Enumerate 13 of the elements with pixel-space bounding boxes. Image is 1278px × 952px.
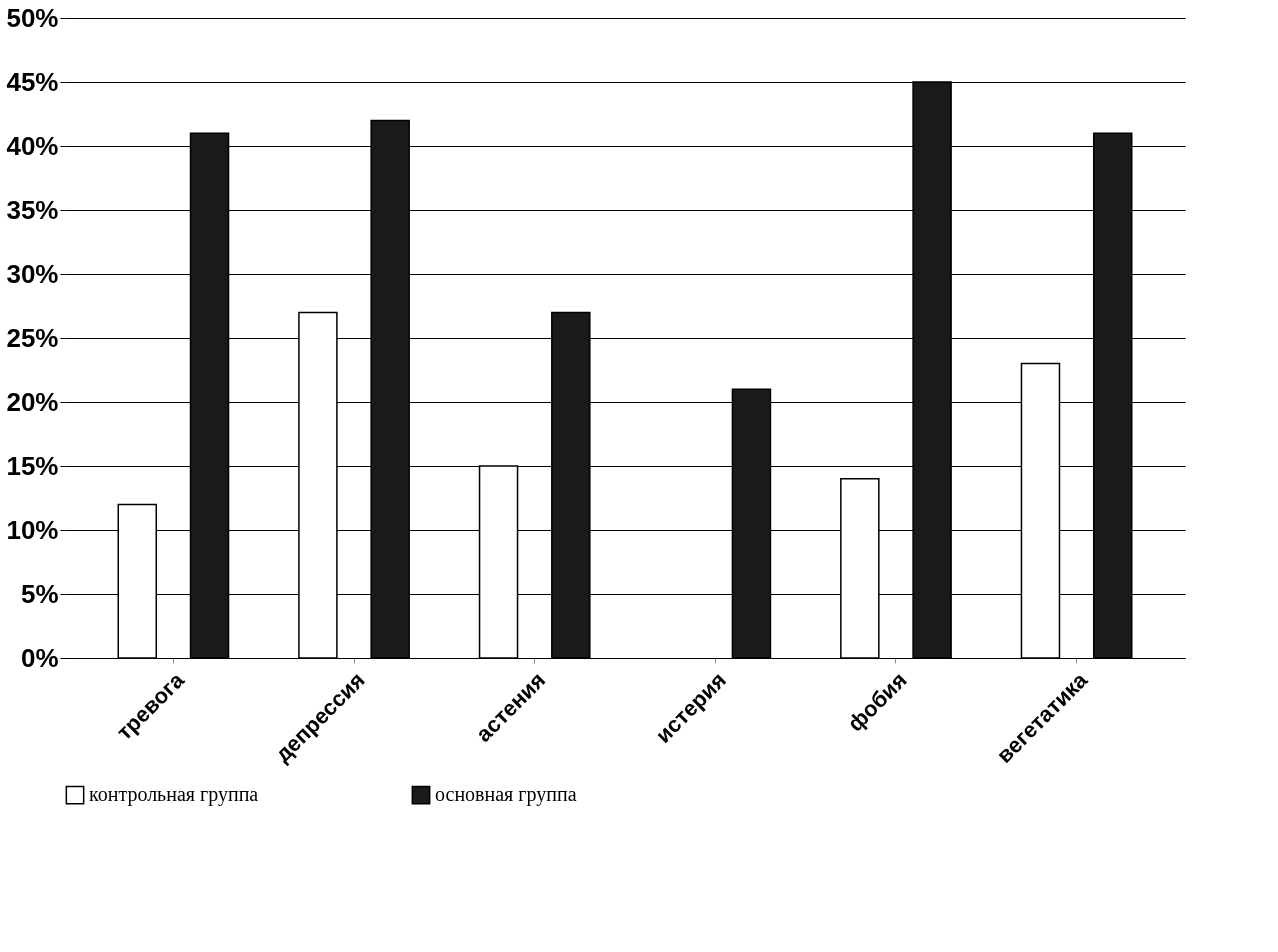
y-tick-label: 50% [6,2,59,33]
y-tick-label: 40% [6,130,59,161]
y-tick-label: 35% [6,194,59,225]
y-tick-label: 15% [6,450,59,481]
legend-label: основная группа [435,783,577,807]
y-tick-label: 30% [6,258,59,289]
y-tick-label: 0% [20,642,59,673]
y-tick-label: 25% [6,322,59,353]
legend-label: контрольная группа [89,783,259,807]
y-tick-label: 20% [6,386,59,417]
y-tick-label: 10% [6,514,59,545]
y-tick-label: 5% [20,578,59,609]
y-tick-label: 45% [6,66,59,97]
